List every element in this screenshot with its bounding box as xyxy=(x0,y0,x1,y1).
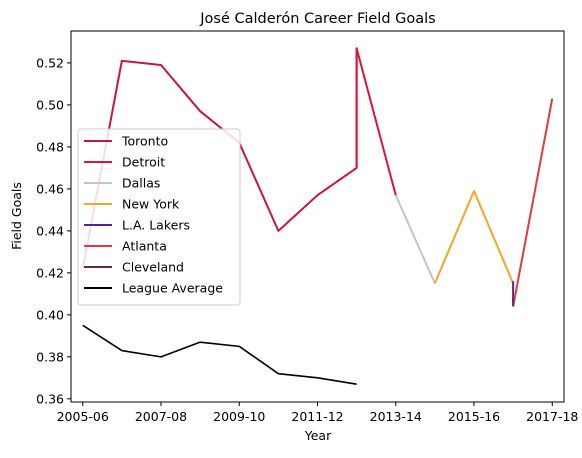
chart-title: José Calderón Career Field Goals xyxy=(199,11,435,27)
legend-label-4: L.A. Lakers xyxy=(122,218,190,233)
x-tick-label-3: 2011-12 xyxy=(291,409,343,424)
y-tick-label-7: 0.50 xyxy=(36,97,64,112)
y-tick-label-0: 0.36 xyxy=(36,391,64,406)
series-line-2 xyxy=(394,194,436,284)
y-tick-label-6: 0.48 xyxy=(36,139,64,154)
y-axis-label: Field Goals xyxy=(9,182,24,250)
y-tick-label-8: 0.52 xyxy=(36,55,64,70)
legend-label-1: Detroit xyxy=(122,155,165,170)
y-tick-label-5: 0.46 xyxy=(36,181,64,196)
legend-label-5: Atlanta xyxy=(122,239,167,254)
legend-label-6: Cleveland xyxy=(122,260,184,275)
x-tick-label-1: 2007-08 xyxy=(135,409,187,424)
legend-label-2: Dallas xyxy=(122,176,160,191)
x-tick-label-0: 2005-06 xyxy=(57,409,109,424)
x-tick-label-4: 2013-14 xyxy=(370,409,422,424)
y-tick-label-1: 0.38 xyxy=(36,349,64,364)
series-line-5 xyxy=(512,98,554,307)
x-tick-label-5: 2015-16 xyxy=(448,409,500,424)
legend: Toronto Detroit Dallas New York L.A. Lakers A… xyxy=(77,128,241,306)
legend-label-3: New York xyxy=(122,197,180,212)
y-axis: 0.36 0.38 0.40 0.42 0.44 0.46 0.48 0.50 0.52 xyxy=(36,55,71,406)
x-axis-label: Year xyxy=(304,428,332,443)
y-tick-label-4: 0.44 xyxy=(36,223,64,238)
series-line-1 xyxy=(355,47,397,196)
x-axis: 2005-06 2007-08 2009-10 2011-12 2013-14 2015-… xyxy=(57,402,578,424)
legend-label-7: League Average xyxy=(122,281,223,296)
series-line-7 xyxy=(82,324,357,385)
legend-label-0: Toronto xyxy=(121,134,168,149)
legend-box xyxy=(77,128,241,306)
y-tick-label-2: 0.40 xyxy=(36,307,64,322)
x-tick-label-2: 2009-10 xyxy=(213,409,265,424)
x-tick-label-6: 2017-18 xyxy=(526,409,578,424)
series-line-3 xyxy=(433,189,515,284)
y-tick-label-3: 0.42 xyxy=(36,265,64,280)
